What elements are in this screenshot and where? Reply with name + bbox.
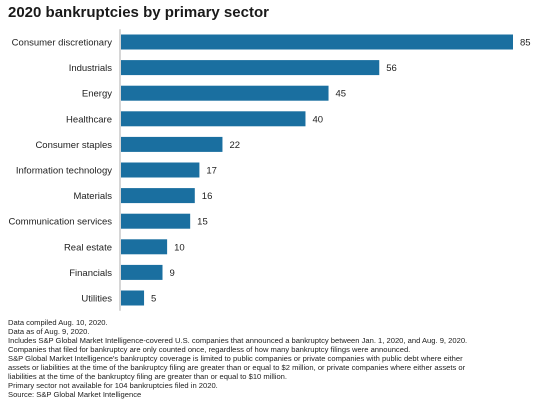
bar-financials (121, 264, 163, 280)
bar-chart: Consumer discretionary 85 Industrials 56 Ene… (9, 29, 531, 311)
note-coverage-cont-1: assets or liabilities at the time of the… (8, 363, 466, 372)
note-compiled: Data compiled Aug. 10, 2020. (8, 318, 108, 327)
chart-title: 2020 bankruptcies by primary sector (8, 4, 269, 21)
note-data-as-of: Data as of Aug. 9, 2020. (8, 327, 90, 336)
value-label-industrials: 56 (386, 63, 397, 74)
bar-communication-services (121, 213, 191, 229)
bar-real-estate (121, 239, 168, 255)
value-label-information-technology: 17 (206, 166, 217, 177)
value-label-consumer-staples: 22 (229, 140, 240, 151)
category-label-utilities: Utilities (81, 294, 112, 305)
bar-utilities (121, 290, 145, 306)
value-label-consumer-discretionary: 85 (520, 38, 531, 49)
value-label-materials: 16 (202, 191, 213, 202)
category-label-financials: Financials (69, 268, 112, 279)
category-label-industrials: Industrials (69, 63, 113, 74)
value-label-healthcare: 40 (312, 114, 323, 125)
note-coverage: S&P Global Market Intelligence's bankrup… (8, 354, 463, 363)
category-label-information-technology: Information technology (16, 166, 112, 177)
value-label-utilities: 5 (151, 294, 156, 305)
value-label-energy: 45 (336, 89, 347, 100)
category-label-materials: Materials (73, 191, 112, 202)
bar-information-technology (121, 162, 200, 178)
bar-consumer-discretionary (121, 34, 513, 50)
value-label-financials: 9 (170, 268, 175, 279)
bar-materials (121, 188, 195, 204)
note-coverage-cont-2: liabilities at the time of the bankruptc… (8, 372, 288, 381)
category-label-consumer-discretionary: Consumer discretionary (12, 38, 113, 49)
category-label-energy: Energy (82, 89, 112, 100)
note-counted-once: Companies that filed for bankruptcy are … (8, 345, 411, 354)
note-sector-unavailable: Primary sector not available for 104 ban… (8, 381, 218, 390)
category-label-consumer-staples: Consumer staples (35, 140, 112, 151)
bar-healthcare (121, 111, 306, 127)
note-source: Source: S&P Global Market Intelligence (8, 390, 142, 399)
category-label-real-estate: Real estate (64, 242, 112, 253)
bar-consumer-staples (121, 136, 223, 152)
note-includes: Includes S&P Global Market Intelligence-… (8, 336, 468, 345)
value-label-communication-services: 15 (197, 217, 208, 228)
value-label-real-estate: 10 (174, 242, 185, 253)
category-label-healthcare: Healthcare (66, 114, 112, 125)
bar-energy (121, 85, 329, 101)
chart-notes: Data compiled Aug. 10, 2020. Data as of … (8, 318, 543, 399)
category-label-communication-services: Communication services (9, 217, 113, 228)
bar-industrials (121, 60, 380, 76)
